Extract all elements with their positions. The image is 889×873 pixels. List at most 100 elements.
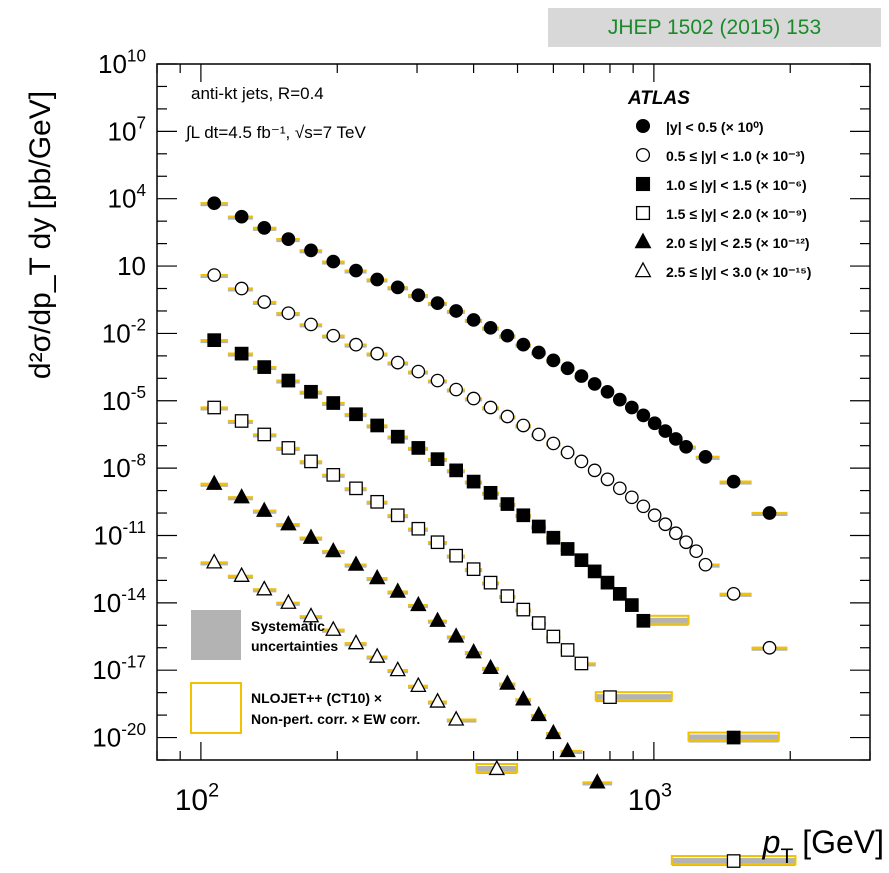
data-point xyxy=(483,320,498,335)
data-point xyxy=(370,272,385,287)
data-point xyxy=(410,676,427,692)
data-point xyxy=(531,427,546,442)
data-point xyxy=(546,353,561,368)
data-point xyxy=(429,692,446,708)
legend-marker xyxy=(635,205,651,221)
data-point xyxy=(429,611,446,627)
data-point xyxy=(466,474,481,489)
data-point xyxy=(447,710,465,726)
y-tick-label: 10-17 xyxy=(92,651,146,685)
data-point xyxy=(698,450,713,464)
data-point xyxy=(516,418,531,433)
syst-legend-swatch xyxy=(191,610,241,660)
data-point xyxy=(257,427,272,442)
legend-marker xyxy=(635,147,651,163)
lumi-annotation: ∫L dt=4.5 fb⁻¹, √s=7 TeV xyxy=(185,123,367,142)
data-point xyxy=(589,773,606,789)
data-point xyxy=(531,345,546,360)
data-point xyxy=(411,441,426,455)
data-point xyxy=(234,414,249,428)
y-tick-label: 107 xyxy=(108,113,146,147)
data-point xyxy=(483,485,498,500)
y-tick-label: 10-14 xyxy=(92,584,146,618)
data-point xyxy=(430,452,445,466)
data-point xyxy=(207,400,222,415)
data-point xyxy=(574,553,589,568)
legend-marker xyxy=(635,118,651,134)
data-point xyxy=(207,196,222,211)
y-tick-label: 10-5 xyxy=(102,382,146,416)
nlo-band xyxy=(594,691,673,702)
data-point xyxy=(559,741,576,758)
data-point xyxy=(636,613,651,628)
data-point xyxy=(349,337,363,352)
data-point xyxy=(256,501,273,517)
legend: |y| < 0.5 (× 10⁰) 0.5 ≤ |y| < 1.0 (× 10⁻³… xyxy=(190,118,811,734)
legend-label: 2.0 ≤ |y| < 2.5 (× 10⁻¹²) xyxy=(666,235,810,251)
y-tick-label: 104 xyxy=(108,180,147,214)
data-point xyxy=(603,690,617,704)
data-point xyxy=(530,705,547,722)
data-point xyxy=(281,232,296,246)
data-point xyxy=(516,602,531,617)
data-point xyxy=(466,562,481,577)
data-point xyxy=(698,557,713,572)
legend-label: |y| < 0.5 (× 10⁰) xyxy=(666,119,764,135)
data-point xyxy=(326,328,341,343)
data-point xyxy=(349,407,363,422)
legend-label: 1.0 ≤ |y| < 1.5 (× 10⁻⁶) xyxy=(666,177,807,193)
data-point xyxy=(326,396,341,410)
data-point xyxy=(302,528,320,544)
marker-layer xyxy=(205,196,777,868)
data-point xyxy=(205,474,223,490)
data-point xyxy=(368,568,386,585)
y-tick-label: 1010 xyxy=(98,45,146,79)
data-point xyxy=(411,521,426,536)
data-point xyxy=(500,328,515,343)
data-point xyxy=(465,643,482,659)
data-point xyxy=(515,690,532,706)
data-point xyxy=(304,384,318,399)
data-point xyxy=(449,463,463,478)
data-point xyxy=(430,535,445,550)
x-axis-label: pT [GeV] xyxy=(762,824,884,868)
data-point xyxy=(281,373,296,388)
data-point xyxy=(560,445,575,460)
data-point xyxy=(546,530,561,545)
y-tick-label: 10-20 xyxy=(92,719,146,753)
data-point xyxy=(234,209,249,224)
data-point xyxy=(234,346,249,361)
data-point xyxy=(389,582,406,598)
data-point xyxy=(325,620,342,636)
data-point xyxy=(574,369,589,383)
data-point xyxy=(349,481,363,496)
data-point xyxy=(390,280,405,295)
data-point xyxy=(689,544,704,559)
data-point xyxy=(636,408,651,423)
data-point xyxy=(587,463,602,478)
data-point xyxy=(726,730,741,745)
data-point xyxy=(281,441,296,455)
plot-frame xyxy=(156,63,871,761)
data-point xyxy=(390,429,405,444)
data-point xyxy=(488,759,506,776)
data-point xyxy=(234,281,249,296)
y-tick-label: 10 xyxy=(117,251,146,281)
data-point xyxy=(447,627,465,643)
data-point xyxy=(233,566,250,582)
data-point xyxy=(257,295,272,309)
y-tick-label: 10-11 xyxy=(94,517,146,551)
data-point xyxy=(531,616,546,630)
data-point xyxy=(668,432,683,446)
nlo-legend-label: NLOJET++ (CT10) × Non-pert. corr. × EW co… xyxy=(251,690,420,727)
data-point xyxy=(560,542,575,556)
data-point xyxy=(483,400,498,415)
data-point xyxy=(499,674,516,690)
data-point xyxy=(390,355,405,370)
data-point xyxy=(257,221,272,235)
data-point xyxy=(207,268,222,282)
data-point xyxy=(280,593,297,609)
data-point xyxy=(347,555,365,571)
data-point xyxy=(560,361,575,376)
data-point xyxy=(516,508,531,523)
